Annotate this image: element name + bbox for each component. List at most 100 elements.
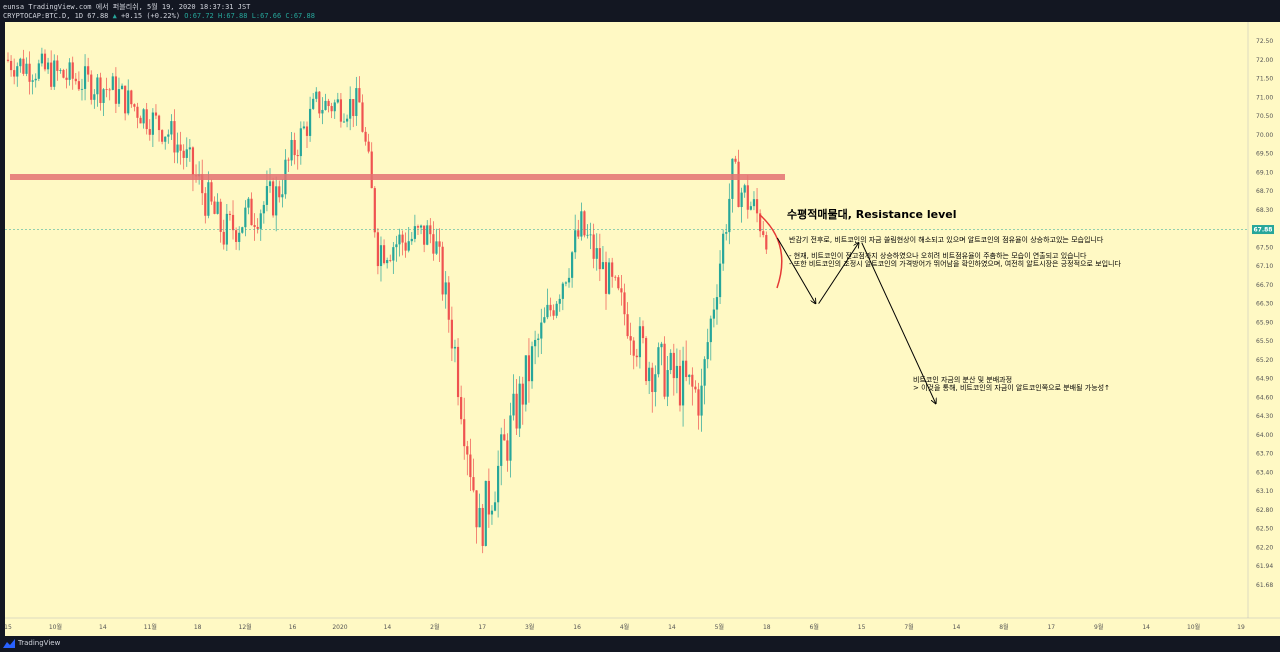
candle-body: [56, 60, 59, 71]
price-axis[interactable]: [1248, 22, 1280, 618]
price-tick-label: 68.30: [1256, 207, 1273, 214]
candle-body: [444, 282, 447, 295]
candle-body: [164, 136, 167, 142]
candle-body: [124, 85, 127, 114]
price-tick-label: 65.20: [1256, 357, 1273, 364]
candle-body: [423, 225, 426, 245]
candle-body: [265, 186, 269, 205]
candle-body: [247, 198, 250, 208]
price-tick-label: 66.70: [1256, 282, 1273, 289]
candle-body: [694, 386, 697, 390]
candle-body: [401, 234, 404, 243]
candle-body: [34, 78, 37, 81]
candle-body: [487, 480, 490, 515]
candle-body: [235, 230, 238, 242]
candle-body: [287, 159, 290, 161]
candle-body: [660, 343, 663, 348]
time-ticks: 15 10월 14 11월 18 12월 16 2020 14 2월 17 3월 16 4월 14 5월 18 6…: [4, 623, 1245, 631]
candle-body: [102, 89, 105, 103]
top-arc[interactable]: [759, 214, 783, 289]
candle-body: [87, 66, 90, 75]
candle-body: [521, 383, 524, 405]
candle-body: [71, 62, 74, 79]
candle-body: [80, 88, 84, 90]
candle-body: [453, 346, 457, 349]
candle-body: [416, 226, 420, 228]
price-tick-label: 72.00: [1256, 57, 1273, 64]
candle-body: [130, 90, 133, 105]
candle-body: [111, 76, 114, 90]
candle-body: [31, 80, 34, 82]
candle-body: [355, 88, 358, 117]
candle-body: [373, 188, 376, 233]
candle-body: [509, 415, 512, 461]
projection-arrows[interactable]: [776, 237, 936, 404]
candle-body: [352, 99, 355, 117]
candle-body: [74, 78, 77, 82]
time-tick-label: 14: [668, 624, 676, 631]
candle-body: [567, 277, 571, 283]
candle-body: [450, 319, 453, 349]
candle-body: [50, 62, 53, 87]
price-tick-label: 61.94: [1256, 563, 1273, 570]
candle-body: [447, 282, 450, 320]
candle-body: [293, 139, 296, 156]
projection-arrow[interactable]: [861, 242, 936, 404]
price-tick-label: 62.20: [1256, 544, 1273, 551]
chart-footer: TradingView: [0, 636, 1280, 652]
candle-body: [737, 161, 740, 208]
projection-arrow[interactable]: [776, 237, 815, 304]
symbol-name[interactable]: CRYPTOCAP:BTC.D, 1D: [3, 12, 84, 20]
projection-arrow[interactable]: [818, 243, 859, 304]
candle-body: [728, 198, 731, 233]
candle-body: [238, 232, 241, 242]
candle-body: [765, 235, 768, 250]
price-tick-label: 66.30: [1256, 301, 1273, 308]
candle-body: [712, 309, 715, 319]
candle-body: [663, 343, 666, 397]
candle-body: [324, 100, 327, 110]
candle-body: [182, 150, 185, 158]
time-axis[interactable]: [5, 618, 1280, 636]
candle-body: [700, 385, 703, 416]
price-tick-label: 65.50: [1256, 338, 1273, 345]
candle-body: [278, 186, 281, 198]
time-tick-label: 14: [384, 624, 392, 631]
candle-body: [386, 260, 389, 264]
price-tick-label: 64.90: [1256, 376, 1273, 383]
publish-info: eunsa TradingView.com 에서 퍼블리쉬, 5월 19, 20…: [3, 3, 251, 11]
candle-body: [604, 262, 608, 294]
annotation-line3: - 또한 비트코인의 조정시 알트코인의 가격방어가 뛰어남을 확인하였으며, …: [789, 259, 1121, 268]
candle-body: [725, 232, 728, 234]
candle-body: [68, 62, 71, 80]
candle-body: [654, 374, 657, 393]
candle-body: [83, 66, 87, 89]
candle-body: [762, 231, 765, 236]
time-tick-label: 10월: [49, 623, 62, 631]
annotation-line2: - 현재, 비트코인이 전고점까지 상승하였으나 오히려 비트점유율이 주춤하는…: [789, 251, 1087, 260]
time-tick-label: 14: [1142, 624, 1150, 631]
time-tick-label: 4월: [620, 623, 629, 631]
candle-body: [438, 241, 441, 247]
candle-body: [681, 360, 685, 406]
last-value: 67.88: [87, 12, 109, 20]
candle-body: [530, 346, 534, 382]
candle-body: [389, 260, 392, 261]
time-tick-label: 18: [763, 624, 771, 631]
candle-body: [718, 263, 722, 298]
candle-body: [743, 185, 746, 193]
candle-body: [207, 182, 210, 216]
candle-body: [136, 106, 139, 118]
price-chart[interactable]: 72.50 72.00 71.50 71.00 70.50 70.00 69.50 69.10…: [0, 22, 1280, 636]
candle-body: [62, 70, 65, 78]
candle-body: [99, 77, 102, 103]
candle-body: [564, 282, 568, 284]
time-tick-label: 2020: [332, 624, 347, 631]
candle-body: [555, 303, 558, 316]
candle-body: [148, 129, 151, 135]
candle-body: [629, 336, 632, 341]
candle-body: [117, 89, 121, 104]
candle-body: [407, 241, 410, 251]
candle-body: [145, 109, 148, 130]
price-tick-label: 70.50: [1256, 113, 1273, 120]
